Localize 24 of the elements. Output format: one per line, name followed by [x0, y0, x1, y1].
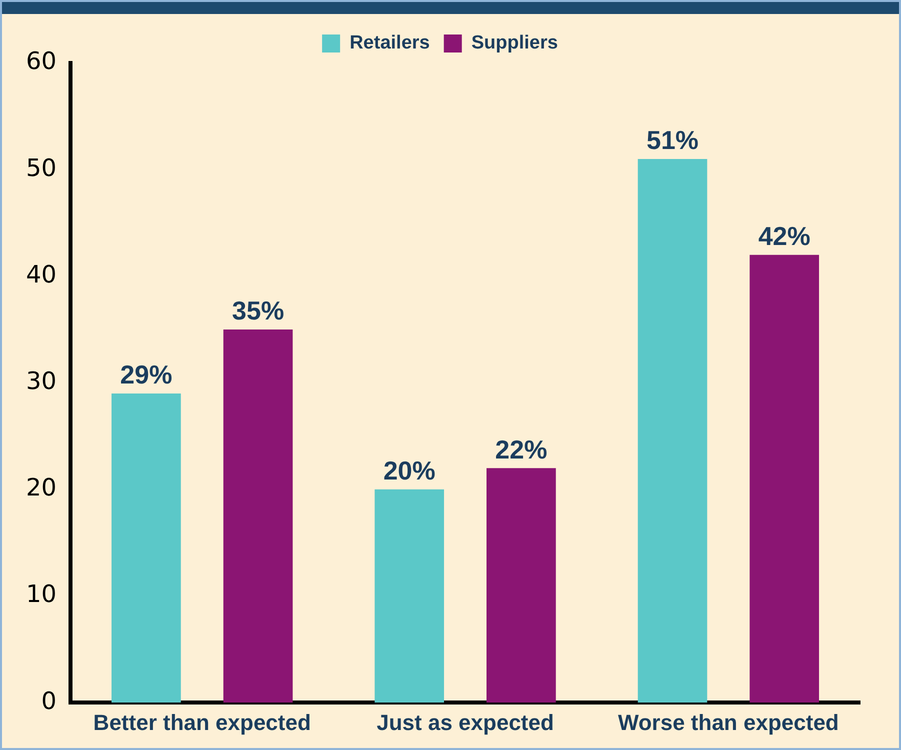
y-tick-label: 50: [26, 154, 57, 182]
y-tick-label: 40: [26, 260, 57, 288]
bar: [112, 393, 181, 703]
y-tick-label: 10: [26, 580, 57, 608]
bar: [486, 468, 556, 703]
data-label: 20%: [383, 456, 436, 486]
bar: [223, 330, 293, 703]
legend-label: Retailers: [350, 32, 430, 54]
data-label: 29%: [120, 360, 172, 390]
y-tick-label: 30: [26, 367, 57, 396]
x-tick-label: Better than expected: [93, 710, 311, 735]
y-tick-label: 20: [26, 474, 57, 502]
bar: [750, 254, 820, 703]
data-label: 51%: [646, 125, 699, 156]
data-label: 35%: [232, 296, 284, 326]
bar: [638, 158, 708, 703]
x-tick-label: Worse than expected: [618, 710, 839, 735]
bar: [374, 489, 444, 703]
x-tick-label: Just as expected: [376, 710, 554, 735]
data-label: 42%: [758, 221, 810, 252]
y-tick-label: 60: [26, 47, 57, 76]
legend-label: Suppliers: [471, 32, 558, 54]
y-tick-label: 0: [41, 686, 57, 715]
data-label: 22%: [495, 434, 548, 464]
